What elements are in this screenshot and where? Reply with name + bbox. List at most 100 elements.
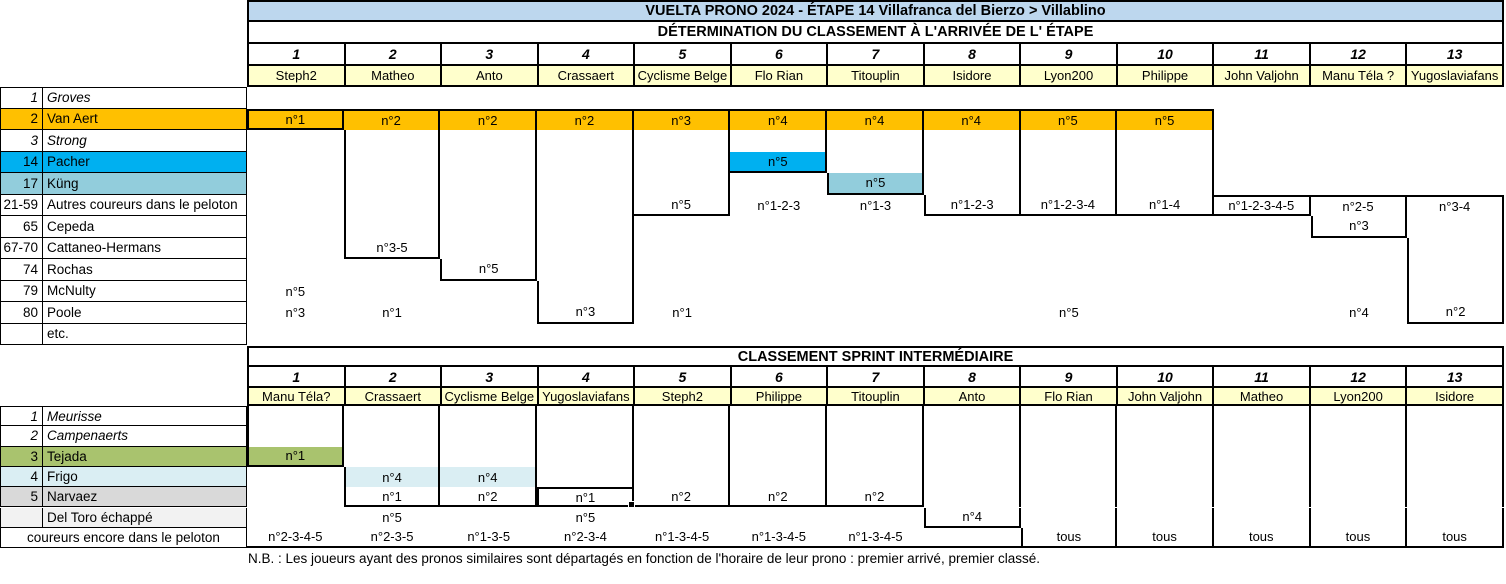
prono-cell[interactable]: n°5 xyxy=(1059,305,1079,321)
rider-rank[interactable]: 17 xyxy=(1,173,43,194)
prono-cell[interactable] xyxy=(924,87,1021,109)
prono-cell[interactable] xyxy=(1311,87,1408,109)
prono-cell[interactable] xyxy=(634,426,731,447)
player-header[interactable]: Matheo xyxy=(1214,388,1311,404)
prono-cell[interactable] xyxy=(730,324,827,346)
prono-cell[interactable] xyxy=(440,406,538,427)
rider-name[interactable]: Pacher xyxy=(47,154,90,170)
player-header[interactable]: Manu Téla ? xyxy=(1310,66,1408,85)
prono-cell[interactable] xyxy=(440,446,538,467)
prono-cell[interactable] xyxy=(1021,238,1118,260)
player-header[interactable]: Lyon200 xyxy=(1310,388,1408,404)
prono-cell[interactable] xyxy=(537,151,634,173)
prono-cell[interactable] xyxy=(730,281,827,303)
prono-cell[interactable] xyxy=(537,280,634,302)
prono-cell[interactable]: n°2 xyxy=(440,108,538,130)
prono-cell[interactable]: n°5 xyxy=(575,510,596,526)
prono-cell[interactable]: n°1 xyxy=(247,108,344,130)
rider-rank[interactable]: 79 xyxy=(1,280,43,301)
player-header[interactable]: Titouplin xyxy=(828,66,925,85)
prono-cell[interactable] xyxy=(344,406,441,427)
prono-cell[interactable] xyxy=(1407,109,1504,131)
prono-cell[interactable] xyxy=(1407,87,1504,109)
prono-cell[interactable] xyxy=(1021,259,1118,281)
prono-cell[interactable] xyxy=(634,466,731,488)
prono-cell[interactable]: n°5 xyxy=(1117,108,1214,130)
prono-cell[interactable]: n°2 xyxy=(730,487,828,508)
rider-name[interactable]: McNulty xyxy=(47,283,96,299)
prono-cell[interactable] xyxy=(827,216,924,238)
prono-cell[interactable]: n°4 xyxy=(730,108,828,130)
prono-cell[interactable]: n°1-2-3 xyxy=(757,197,801,213)
prono-cell[interactable] xyxy=(1021,324,1118,346)
prono-cell[interactable] xyxy=(343,216,441,238)
player-header[interactable]: Crassaert xyxy=(538,66,636,85)
prono-cell[interactable]: n°2 xyxy=(343,108,441,130)
player-header[interactable]: Yugoslaviafans xyxy=(1407,66,1502,85)
prono-cell[interactable] xyxy=(343,194,441,216)
prono-cell[interactable] xyxy=(924,259,1021,281)
prono-cell[interactable] xyxy=(1117,446,1214,467)
prono-cell[interactable] xyxy=(827,130,924,152)
prono-cell[interactable] xyxy=(634,324,731,346)
prono-cell[interactable] xyxy=(344,426,441,447)
prono-cell[interactable] xyxy=(1117,507,1214,528)
prono-cell[interactable]: n°4 xyxy=(923,507,1021,528)
prono-cell[interactable] xyxy=(730,130,828,152)
prono-cell[interactable] xyxy=(344,259,441,281)
prono-cell[interactable] xyxy=(440,324,537,346)
rider-rank[interactable]: 80 xyxy=(1,302,43,323)
prono-cell[interactable] xyxy=(1407,237,1504,259)
prono-cell[interactable] xyxy=(1407,466,1504,488)
prono-cell[interactable]: tous xyxy=(1407,527,1504,549)
prono-cell[interactable] xyxy=(730,173,827,195)
prono-cell[interactable] xyxy=(1407,324,1504,346)
prono-cell[interactable] xyxy=(247,152,344,174)
prono-cell[interactable] xyxy=(440,302,537,324)
prono-cell[interactable] xyxy=(247,426,344,447)
prono-cell[interactable] xyxy=(247,487,344,507)
rider-name[interactable]: Küng xyxy=(47,175,79,191)
prono-cell[interactable] xyxy=(1214,281,1311,303)
prono-cell[interactable] xyxy=(537,259,634,281)
prono-cell[interactable] xyxy=(924,238,1021,260)
prono-cell[interactable]: n°3-5 xyxy=(343,237,441,259)
prono-cell[interactable] xyxy=(1214,216,1311,238)
prono-cell[interactable] xyxy=(440,173,538,195)
prono-cell[interactable] xyxy=(1117,487,1214,508)
prono-cell[interactable] xyxy=(537,87,634,109)
prono-cell[interactable]: n°4 xyxy=(343,466,441,488)
player-header[interactable]: Yugoslaviafans xyxy=(538,388,636,404)
rider-rank[interactable]: 1 xyxy=(1,407,43,426)
prono-cell[interactable] xyxy=(1214,130,1311,152)
prono-cell[interactable]: n°5 xyxy=(440,259,538,281)
prono-cell[interactable] xyxy=(1214,152,1311,174)
prono-cell[interactable] xyxy=(1407,152,1504,174)
prono-cell[interactable] xyxy=(827,508,924,528)
prono-cell[interactable] xyxy=(827,302,924,324)
rider-name[interactable]: Groves xyxy=(47,90,91,106)
prono-cell[interactable] xyxy=(1214,446,1311,467)
prono-cell[interactable] xyxy=(1311,259,1408,281)
prono-cell[interactable] xyxy=(440,87,537,109)
prono-cell[interactable]: n°5 xyxy=(827,173,924,195)
player-header[interactable]: Steph2 xyxy=(249,66,346,85)
prono-cell[interactable] xyxy=(924,426,1021,447)
rider-rank[interactable]: 74 xyxy=(1,259,43,280)
prono-cell[interactable] xyxy=(1311,466,1408,488)
prono-cell[interactable]: n°1 xyxy=(247,446,344,467)
prono-cell[interactable]: n°2-3-5 xyxy=(343,528,441,549)
prono-cell[interactable] xyxy=(1311,446,1408,467)
prono-cell[interactable] xyxy=(1311,173,1408,195)
prono-cell[interactable] xyxy=(1214,87,1311,109)
prono-cell[interactable] xyxy=(827,406,924,427)
prono-cell[interactable]: n°2 xyxy=(537,108,634,130)
prono-cell[interactable] xyxy=(730,406,828,427)
prono-cell[interactable] xyxy=(924,173,1021,195)
prono-cell[interactable]: n°2-3-4-5 xyxy=(247,528,344,549)
prono-cell[interactable] xyxy=(1021,406,1118,427)
prono-cell[interactable] xyxy=(537,237,634,259)
prono-cell[interactable]: n°2 xyxy=(1407,302,1504,324)
prono-cell[interactable] xyxy=(247,324,344,346)
prono-cell[interactable] xyxy=(1311,324,1408,346)
